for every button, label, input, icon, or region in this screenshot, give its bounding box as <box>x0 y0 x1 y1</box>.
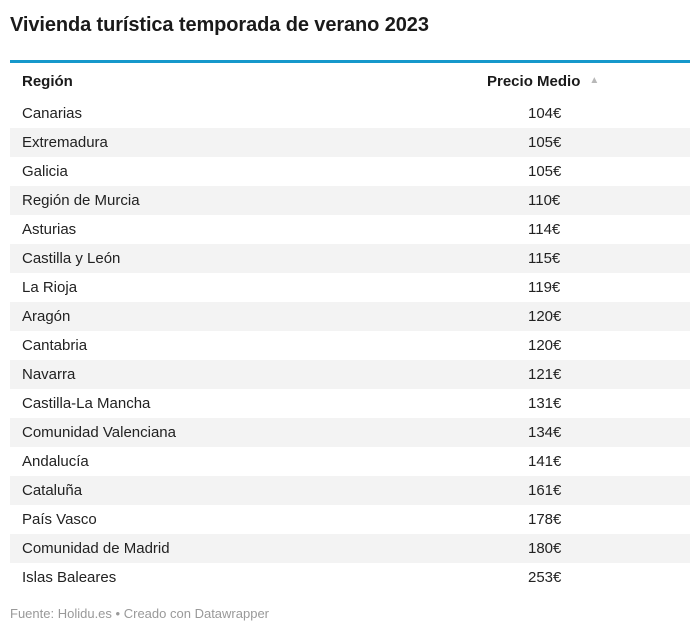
region-cell: País Vasco <box>22 511 97 528</box>
chart-title: Vivienda turística temporada de verano 2… <box>10 14 429 36</box>
source-link[interactable]: Holidu.es <box>57 606 112 621</box>
price-cell: 178€ <box>528 511 562 528</box>
price-cell: 105€ <box>528 134 562 151</box>
column-header-price[interactable]: Precio Medio ▲ <box>487 73 678 90</box>
region-cell: Galicia <box>22 163 68 180</box>
table-row: Asturias 114€ <box>10 215 690 244</box>
table-row: Comunidad de Madrid 180€ <box>10 534 690 563</box>
table-row: País Vasco 178€ <box>10 505 690 534</box>
table-row: Región de Murcia 110€ <box>10 186 690 215</box>
price-cell: 141€ <box>528 453 562 470</box>
price-cell: 121€ <box>528 366 562 383</box>
footer-separator: • <box>115 606 121 621</box>
price-cell: 131€ <box>528 395 562 412</box>
table-row: Cataluña 161€ <box>10 476 690 505</box>
region-cell: Cantabria <box>22 337 88 354</box>
datawrapper-credit-link[interactable]: Datawrapper <box>194 606 270 621</box>
chart-footer: Fuente: Holidu.es • Creado con Datawrapp… <box>10 606 690 622</box>
table-row: Canarias 104€ <box>10 99 690 128</box>
price-cell: 114€ <box>528 221 561 238</box>
table-row: Andalucía 141€ <box>10 447 690 476</box>
region-cell: Extremadura <box>22 134 108 151</box>
region-cell: Asturias <box>22 221 77 238</box>
region-cell: Aragón <box>22 308 71 325</box>
region-cell: Castilla-La Mancha <box>22 395 151 412</box>
region-cell: Castilla y León <box>22 250 121 267</box>
price-cell: 253€ <box>528 569 562 586</box>
credit-label: Creado con <box>123 606 191 621</box>
price-cell: 110€ <box>528 192 561 209</box>
table-row: Islas Baleares 253€ <box>10 563 690 592</box>
price-cell: 115€ <box>528 250 561 267</box>
price-cell: 161€ <box>528 482 562 499</box>
price-cell: 119€ <box>528 279 561 296</box>
price-cell: 120€ <box>528 308 562 325</box>
column-header-region[interactable]: Región <box>22 72 73 90</box>
price-cell: 134€ <box>528 424 562 441</box>
price-cell: 120€ <box>528 337 562 354</box>
price-cell: 180€ <box>528 540 562 557</box>
table-row: Comunidad Valenciana 134€ <box>10 418 690 447</box>
source-label: Fuente: <box>10 606 55 621</box>
sort-ascending-icon: ▲ <box>589 75 600 86</box>
table-row: Aragón 120€ <box>10 302 690 331</box>
region-cell: Canarias <box>22 105 83 122</box>
table-body: Canarias 104€ Extremadura 105€ Galicia 1… <box>10 99 690 592</box>
table-row: Navarra 121€ <box>10 360 690 389</box>
column-header-price-label: Precio Medio <box>487 72 581 90</box>
region-cell: Navarra <box>22 366 76 383</box>
table-row: La Rioja 119€ <box>10 273 690 302</box>
table-header-row: Región Precio Medio ▲ <box>10 63 690 99</box>
region-cell: Comunidad de Madrid <box>22 540 170 557</box>
region-cell: Comunidad Valenciana <box>22 424 176 441</box>
header-rule <box>10 60 690 63</box>
region-cell: La Rioja <box>22 279 78 296</box>
region-cell: Cataluña <box>22 482 83 499</box>
table-row: Castilla-La Mancha 131€ <box>10 389 690 418</box>
table-row: Cantabria 120€ <box>10 331 690 360</box>
region-cell: Islas Baleares <box>22 569 117 586</box>
table-row: Extremadura 105€ <box>10 128 690 157</box>
price-cell: 104€ <box>528 105 562 122</box>
region-cell: Región de Murcia <box>22 192 140 209</box>
region-cell: Andalucía <box>22 453 89 470</box>
price-cell: 105€ <box>528 163 562 180</box>
table-row: Galicia 105€ <box>10 157 690 186</box>
table-row: Castilla y León 115€ <box>10 244 690 273</box>
